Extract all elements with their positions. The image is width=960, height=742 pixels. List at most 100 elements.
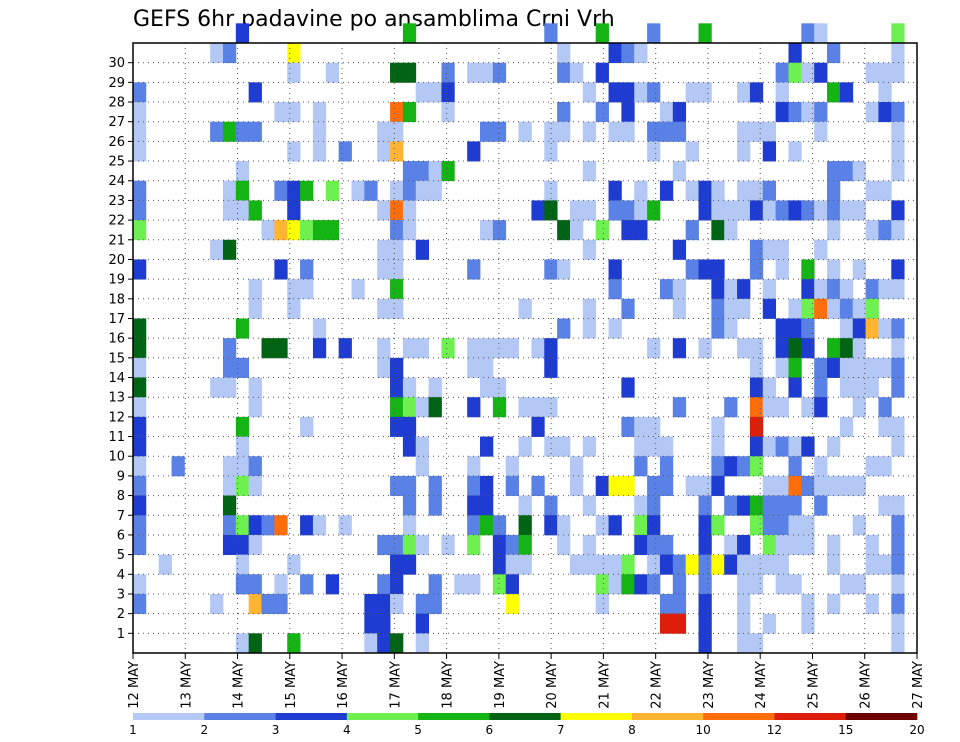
precip-cell [505,534,519,556]
precip-cell [775,397,789,418]
precip-cell [595,593,609,615]
precip-cell [428,82,442,103]
precip-cell [595,515,609,536]
precip-cell [749,338,764,359]
precip-cell [634,456,648,477]
y-tick-label: 3 [117,587,125,602]
precip-cell [865,554,879,575]
precip-cell [287,180,301,201]
precip-cell [428,495,442,516]
precip-cell [621,298,635,319]
precip-cell [415,338,429,359]
precip-cell [402,377,417,398]
precip-cell [749,259,764,280]
precip-cell [724,200,738,221]
precip-cell [351,180,365,201]
precip-cell [647,121,661,142]
precip-cell [839,377,854,398]
precip-cell [312,338,327,359]
precip-cell [891,43,905,64]
precip-cell [428,377,442,398]
precip-cell [595,554,609,575]
precip-cell [428,593,442,615]
precip-cell [827,298,841,319]
precip-cell [891,121,905,142]
precip-cell [364,180,378,201]
precip-cell [300,416,314,437]
precip-cell [274,180,288,201]
precip-cell [582,161,597,182]
precip-cell [711,200,725,221]
precip-cell [390,259,404,280]
precip-cell [222,357,237,378]
precip-cell [390,279,404,300]
precip-cell [801,593,815,615]
precip-cell [235,180,250,201]
x-tick-label: 14 MAY [232,661,247,709]
precip-cell [505,338,519,359]
precip-cell [210,43,224,64]
colorbar-label: 12 [767,723,782,737]
precip-cell [827,259,841,280]
precip-cell [801,534,815,556]
precip-cell [749,397,764,418]
precip-cell [133,377,147,398]
y-tick-label: 7 [117,509,125,524]
precip-cell [608,515,622,536]
precip-cell [133,593,147,615]
precip-cell [891,554,905,575]
precip-cell [749,515,764,536]
precip-cell [647,23,661,44]
precip-cell [402,515,417,536]
precip-cell [685,475,699,496]
precip-cell [814,397,828,418]
precip-cell [827,436,841,457]
precip-cell [480,62,494,83]
precip-cell [274,574,288,595]
colorbar-label: 10 [696,723,711,737]
precip-cell [647,82,661,103]
precip-cell [814,495,828,516]
x-tick-label: 18 MAY [441,661,456,709]
precip-cell [621,200,635,221]
precip-cell [441,102,455,123]
precip-cell [659,121,674,142]
precip-cell [724,554,738,575]
colorbar-label: 6 [486,723,494,737]
y-tick-label: 30 [108,56,125,71]
precip-cell [737,338,751,359]
precip-cell [749,357,764,378]
precip-cell [582,298,597,319]
precip-cell [402,23,417,44]
precip-cell [338,338,352,359]
precip-cell [467,574,481,595]
precip-cell [801,259,815,280]
colorbar-swatch [489,713,561,720]
precip-cell [827,180,841,201]
precip-cell [775,259,789,280]
precip-cell [402,338,417,359]
precip-cell [441,161,455,182]
precip-cell [235,456,250,477]
precip-cell [814,279,828,300]
precip-cell [814,475,828,496]
precip-cell [621,43,635,64]
x-tick-label: 22 MAY [650,661,665,709]
precip-cell [839,279,854,300]
precip-cell [891,220,905,241]
precip-cell [492,574,507,595]
precip-cell [480,436,494,457]
precip-cell [544,121,558,142]
precip-cell [749,456,764,477]
y-tick-label: 6 [117,528,125,543]
precip-cell [672,574,687,595]
precip-cell [557,43,571,64]
precip-cell [480,121,494,142]
precip-cell [235,121,250,142]
precip-cell [390,62,404,83]
precip-cell [762,377,777,398]
precip-cell [724,220,738,241]
precip-cell [287,279,301,300]
precip-cell [133,200,147,221]
